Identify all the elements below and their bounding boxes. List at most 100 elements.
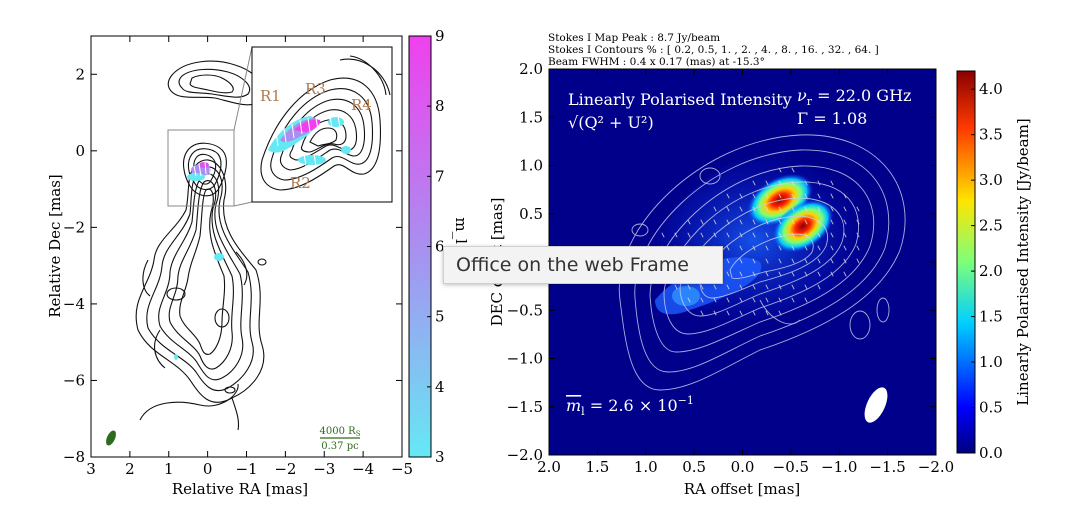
evpa-vector xyxy=(804,232,808,238)
region-label-r4: R4 xyxy=(351,96,372,114)
evpa-vector xyxy=(765,180,769,186)
evpa-vector xyxy=(752,271,756,277)
evpa-vector xyxy=(752,258,756,264)
right-colorbar-tick-label: 0.0 xyxy=(979,444,1003,462)
evpa-vector xyxy=(791,167,795,173)
left-x-tick-label: 0 xyxy=(203,460,213,478)
right-colorbar-tick-label: 1.0 xyxy=(979,353,1003,371)
evpa-vector xyxy=(752,297,756,303)
zoom-connector xyxy=(233,46,253,131)
evpa-vector xyxy=(765,206,769,212)
evpa-vector xyxy=(778,193,782,199)
evpa-vector xyxy=(778,245,782,251)
evpa-vector xyxy=(830,193,834,199)
evpa-vector xyxy=(856,206,860,212)
left-colorbar-tick-label: 9 xyxy=(435,27,445,45)
evpa-vector xyxy=(778,180,782,186)
evpa-vector xyxy=(804,219,808,225)
left-x-tick-label: −3 xyxy=(313,460,335,478)
evpa-vector xyxy=(713,232,717,238)
left-y-tick-label: 2 xyxy=(75,65,85,83)
evpa-vector xyxy=(843,219,847,225)
right-beam-ellipse xyxy=(864,387,888,423)
evpa-vector xyxy=(804,180,808,186)
evpa-vector xyxy=(804,245,808,251)
evpa-vector xyxy=(713,310,717,316)
evpa-vector xyxy=(739,310,743,316)
evpa-vector xyxy=(817,271,821,277)
right-colorbar-ticks: 0.0 0.5 1.0 1.5 2.0 2.5 3.0 3.5 4.0 xyxy=(971,80,1003,462)
right-panel: Stokes I Map Peak : 8.7 Jy/beam Stokes I… xyxy=(488,32,1032,498)
frequency-label: νr = 22.0 GHz xyxy=(797,86,911,108)
evpa-vector xyxy=(830,258,834,264)
header-line-1: Stokes I Map Peak : 8.7 Jy/beam xyxy=(548,32,720,44)
evpa-vector xyxy=(700,284,704,290)
evpa-vector xyxy=(713,297,717,303)
evpa-vector xyxy=(804,271,808,277)
left-panel: R1 R3 R4 R2 4000 RS 0.37 pc 3 2 1 0 −1 −2 −3 −4… xyxy=(46,27,470,498)
evpa-vector xyxy=(726,245,730,251)
evpa-vector xyxy=(817,206,821,212)
evpa-vector xyxy=(843,232,847,238)
left-polarisation-spots xyxy=(174,161,224,360)
left-colorbar-ticks: 3 4 5 6 7 8 9 xyxy=(427,27,445,466)
zoom-box xyxy=(167,129,235,207)
evpa-vector xyxy=(830,232,834,238)
evpa-vector xyxy=(726,219,730,225)
left-x-tick-label: −5 xyxy=(391,460,413,478)
evpa-vector xyxy=(791,232,795,238)
evpa-vector xyxy=(817,193,821,199)
region-label-r2: R2 xyxy=(290,174,311,192)
evpa-vector xyxy=(856,232,860,238)
evpa-vector xyxy=(804,206,808,212)
evpa-vector xyxy=(843,258,847,264)
evpa-vector xyxy=(726,310,730,316)
evpa-vector xyxy=(739,271,743,277)
evpa-vector xyxy=(804,297,808,303)
evpa-vector xyxy=(687,297,691,303)
right-x-tick-label: −0.5 xyxy=(773,458,809,476)
evpa-vector xyxy=(817,180,821,186)
right-colorbar-label: Linearly Polarised Intensity [Jy/beam] xyxy=(1014,118,1032,405)
evpa-vector xyxy=(700,232,704,238)
title-line-2: √(Q² + U²) xyxy=(568,113,654,132)
stokes-i-contours xyxy=(618,134,906,391)
right-y-tick-label: 1.0 xyxy=(519,157,543,175)
right-colorbar-tick-label: 2.5 xyxy=(979,217,1003,235)
gamma-label: Γ = 1.08 xyxy=(797,109,867,128)
left-colorbar-tick-label: 4 xyxy=(435,378,445,396)
evpa-vector xyxy=(752,245,756,251)
evpa-vector xyxy=(804,193,808,199)
evpa-vector xyxy=(752,284,756,290)
evpa-vector xyxy=(830,206,834,212)
evpa-vector xyxy=(778,271,782,277)
left-colorbar-tick-label: 5 xyxy=(435,308,445,326)
zoom-connector xyxy=(233,201,253,207)
evpa-vector xyxy=(765,258,769,264)
evpa-vector xyxy=(791,193,795,199)
region-label-r1: R1 xyxy=(260,87,281,105)
evpa-vector xyxy=(843,271,847,277)
right-colorbar-tick-label: 0.5 xyxy=(979,399,1003,417)
evpa-vector xyxy=(843,206,847,212)
evpa-vector xyxy=(856,258,860,264)
office-frame-tooltip: Office on the web Frame xyxy=(443,246,723,284)
scale-bar-top-label: 4000 RS xyxy=(320,426,361,438)
left-y-tick-label: −4 xyxy=(63,295,85,313)
right-y-tick-label: −2.0 xyxy=(507,446,543,464)
left-x-tick-label: 3 xyxy=(86,460,96,478)
evpa-vector xyxy=(830,180,834,186)
evpa-vector xyxy=(765,297,769,303)
right-x-tick-label: −1.5 xyxy=(869,458,905,476)
scale-bar-bottom-label: 0.37 pc xyxy=(321,441,359,452)
inset-zoom: R1 R3 R4 R2 xyxy=(251,46,393,203)
right-x-tick-label: 0.0 xyxy=(731,458,755,476)
evpa-vector xyxy=(752,232,756,238)
evpa-vector xyxy=(726,284,730,290)
evpa-vector xyxy=(726,206,730,212)
evpa-vector xyxy=(765,245,769,251)
left-x-tick-label: −1 xyxy=(235,460,257,478)
evpa-vector xyxy=(739,297,743,303)
evpa-vector xyxy=(739,206,743,212)
